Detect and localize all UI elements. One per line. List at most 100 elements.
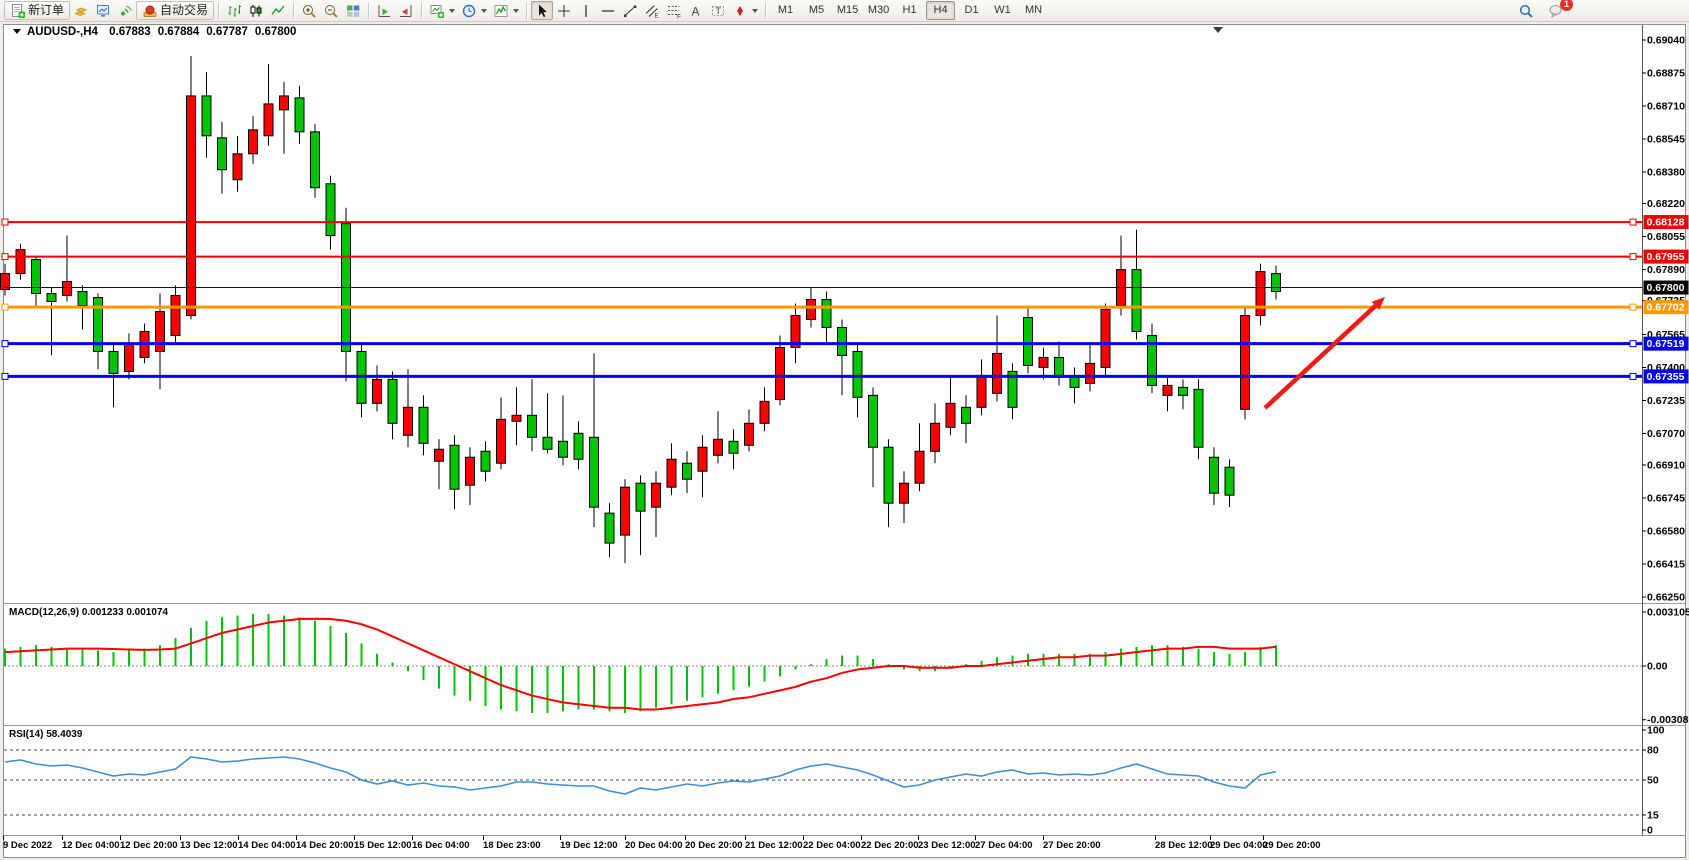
tab-timeframe-m15[interactable]: M15 <box>836 4 859 16</box>
chart-canvas[interactable]: 0.69040 0.68875 0.68710 0.68545 0.68380 0.682… <box>0 22 1689 860</box>
tab-timeframe-m5[interactable]: M5 <box>808 4 825 16</box>
line-handle[interactable] <box>1629 253 1637 261</box>
price-axis-label: 0.68875 <box>1647 67 1685 79</box>
candle <box>620 486 630 536</box>
line-handle[interactable] <box>1629 218 1637 226</box>
zoom-in-button[interactable] <box>298 1 320 20</box>
candle <box>434 448 444 462</box>
zoom-out-button[interactable] <box>320 1 342 20</box>
chart-shift-button[interactable] <box>395 1 417 20</box>
price-badge <box>1643 369 1689 384</box>
arrows-tool-button[interactable] <box>729 1 761 20</box>
cursor-button[interactable] <box>531 1 554 20</box>
chat-button[interactable]: 1 <box>1545 0 1573 20</box>
tab-timeframe-h4[interactable]: H4 <box>926 1 956 20</box>
horizontal-line-button[interactable] <box>597 1 619 20</box>
line-handle[interactable] <box>1 253 9 261</box>
vertical-line-button[interactable] <box>575 1 597 20</box>
chart-bars-button[interactable] <box>223 1 245 20</box>
line-handle[interactable] <box>1 372 9 380</box>
tab-timeframe-m1[interactable]: M1 <box>777 4 794 16</box>
crosshair-icon <box>558 4 571 17</box>
tab-timeframe-m30[interactable]: M30 <box>867 4 890 16</box>
candle <box>806 299 816 320</box>
price-badge <box>1643 300 1689 315</box>
chart-candles-button[interactable] <box>245 1 267 20</box>
candle <box>1209 456 1219 494</box>
chart-shift-marker[interactable] <box>1213 27 1223 33</box>
svg-text:E: E <box>655 13 659 19</box>
trend-arrow[interactable] <box>1263 297 1385 410</box>
crosshair-button[interactable] <box>553 1 575 20</box>
candle <box>294 97 305 133</box>
line-handle[interactable] <box>1629 372 1637 380</box>
search-button[interactable] <box>1515 1 1537 20</box>
tab-timeframe-w1[interactable]: W1 <box>994 4 1011 16</box>
candle <box>976 374 987 408</box>
candle <box>1255 271 1266 317</box>
line-handle[interactable] <box>1 340 9 348</box>
new-order-label: 新订单 <box>28 3 65 17</box>
horizontal-line-icon <box>602 9 615 12</box>
fibonacci-icon: F <box>668 5 681 19</box>
gold-button[interactable] <box>70 1 92 20</box>
macd-axis-label: 0.00 <box>1647 661 1668 673</box>
time-axis-label: 14 Dec 04:00 <box>238 840 296 851</box>
svg-text:T: T <box>716 6 722 16</box>
line-handle[interactable] <box>1629 340 1637 348</box>
tab-timeframe-mn[interactable]: MN <box>1024 4 1043 16</box>
line-handle[interactable] <box>1629 303 1637 311</box>
channel-button[interactable]: E <box>641 1 663 20</box>
candle <box>1271 273 1281 293</box>
candle <box>0 273 10 291</box>
signals-button[interactable] <box>114 1 136 20</box>
zoom-out-icon <box>325 4 338 18</box>
candle <box>1178 386 1188 396</box>
fibonacci-button[interactable]: F <box>663 1 685 20</box>
collapse-triangle-icon[interactable] <box>13 29 21 34</box>
time-axis-label: 20 Dec 04:00 <box>625 840 683 851</box>
indicators-button[interactable] <box>490 1 522 20</box>
price-axis-label: 0.68545 <box>1647 133 1685 145</box>
candle <box>682 462 692 480</box>
zoom-in-icon <box>303 4 316 18</box>
trendline-button[interactable] <box>619 1 641 20</box>
candle <box>155 311 165 352</box>
candle <box>108 350 119 374</box>
cursor-icon <box>539 4 547 17</box>
auto-scroll-button[interactable] <box>373 1 395 20</box>
tile-windows-button[interactable] <box>342 1 364 20</box>
open-value: 0.67883 <box>109 26 151 38</box>
time-axis-label: 22 Dec 20:00 <box>861 840 919 851</box>
time-axis-label: 27 Dec 20:00 <box>1043 840 1101 851</box>
hlines-layer <box>1 218 1642 380</box>
tab-timeframe-d1[interactable]: D1 <box>964 4 979 16</box>
time-axis-label: 22 Dec 04:00 <box>803 840 861 851</box>
periodicity-button[interactable] <box>458 1 490 20</box>
candle <box>170 295 181 336</box>
autotrading-button[interactable]: 自动交易 <box>136 1 215 20</box>
timeframe-group: M1 M5 M15 M30 H1 H4 D1 W1 MN <box>770 1 1049 20</box>
tab-timeframe-h1[interactable]: H1 <box>902 4 917 16</box>
line-handle[interactable] <box>1 218 9 226</box>
text-label-button[interactable]: T <box>707 1 729 20</box>
line-handle[interactable] <box>1 303 9 311</box>
new-order-button[interactable]: 新订单 <box>4 1 71 20</box>
text-button[interactable]: A <box>685 1 707 20</box>
candle <box>992 352 1002 394</box>
clock-icon <box>462 4 476 17</box>
chart-line-button[interactable] <box>267 1 289 20</box>
candle <box>837 326 847 356</box>
new-chart-button[interactable] <box>426 1 458 20</box>
rsi-line <box>4 756 1277 795</box>
candle <box>1240 315 1250 410</box>
price-badge <box>1643 336 1689 351</box>
macd-axis-label: 0.003105 <box>1647 607 1689 619</box>
price-axis-label: 0.67070 <box>1647 428 1685 440</box>
low-value: 0.67787 <box>206 26 248 38</box>
time-axis-label: 19 Dec 12:00 <box>560 840 618 851</box>
market-watch-button[interactable] <box>92 1 114 20</box>
candle <box>1162 384 1173 396</box>
text-icon: A <box>692 4 700 18</box>
candle <box>1131 269 1142 332</box>
